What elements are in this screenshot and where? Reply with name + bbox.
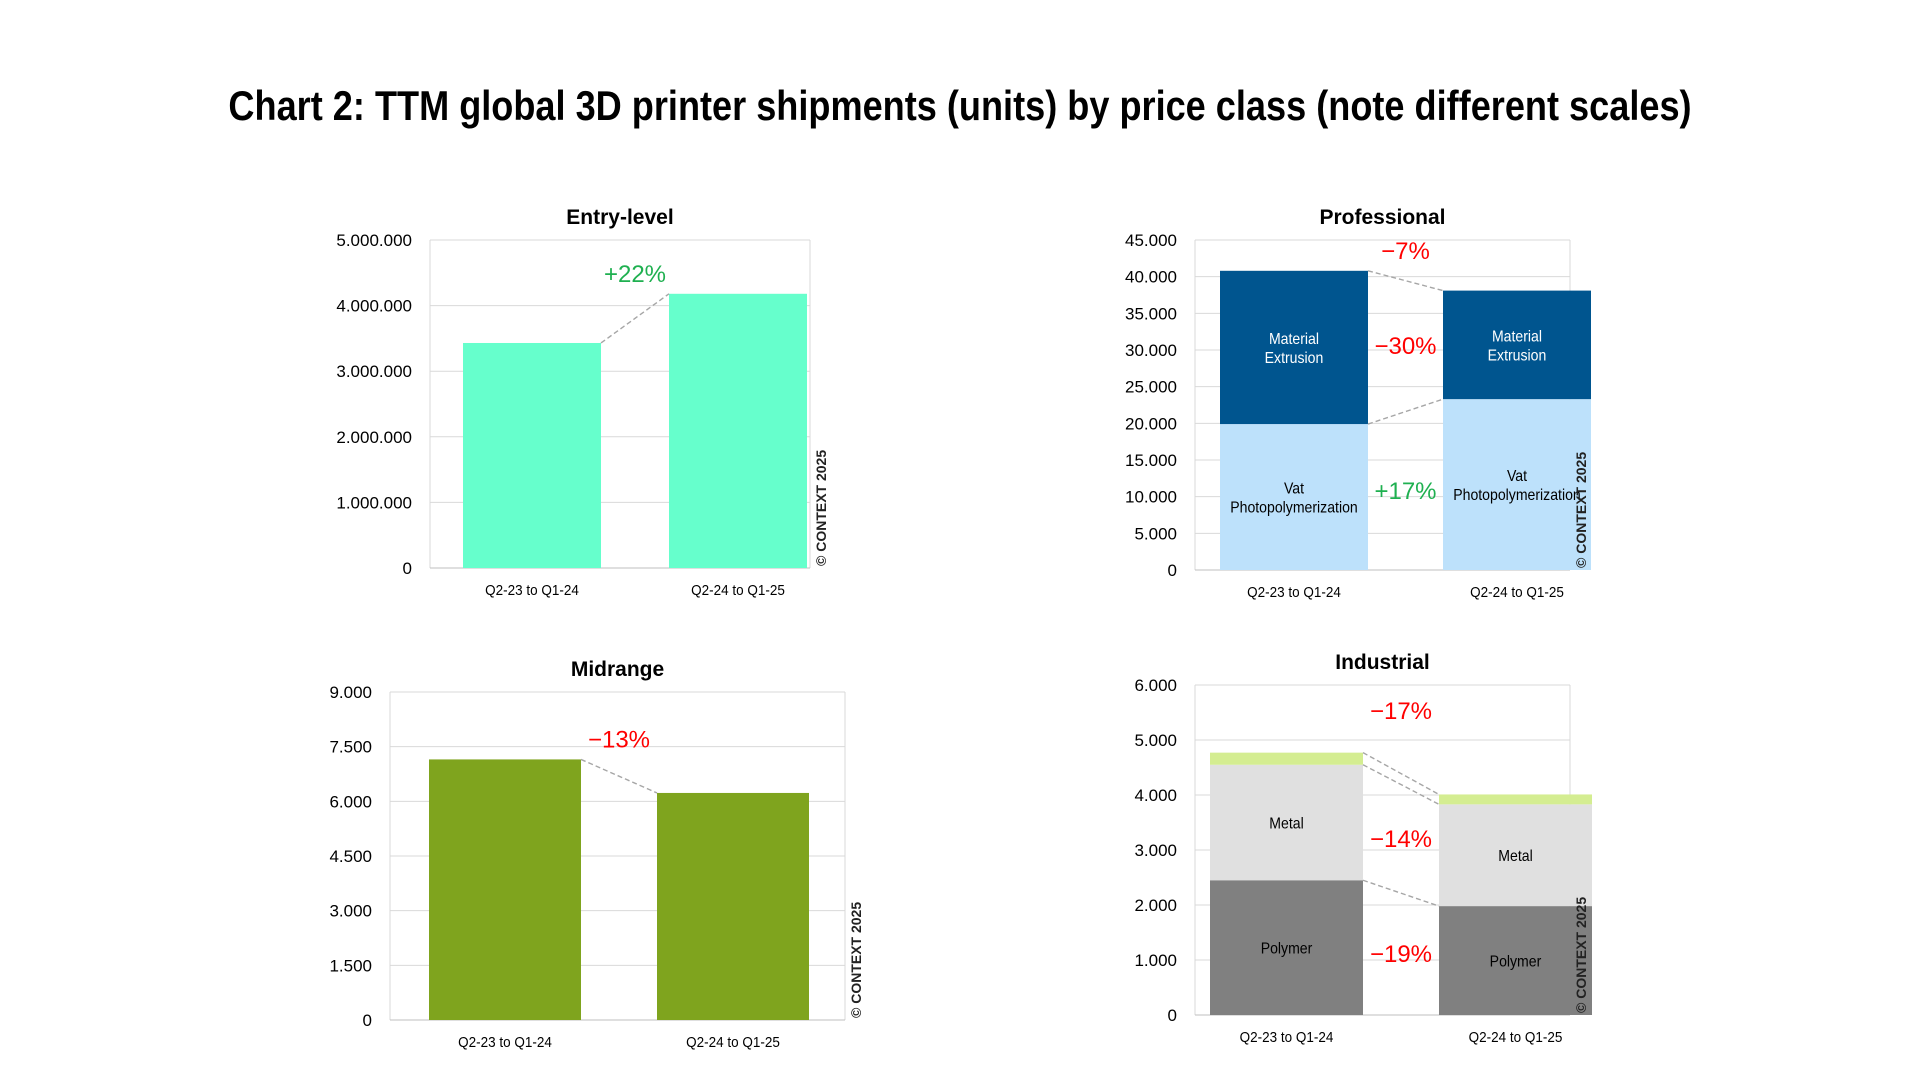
industrial-chart: Industrial 0 1.000 2.000 3.000 4.000 5.000 6.00… [1095,650,1655,1070]
industrial-change-annotation: −19% [1370,941,1432,968]
industrial-total-connector [1362,752,1440,796]
professional-y-tick-label: 5.000 [1134,524,1177,543]
professional-y-tick-label: 30.000 [1125,341,1177,360]
professional-y-tick-label: 15.000 [1125,451,1177,470]
entry-change-annotation: +22% [604,261,666,288]
midrange-chart: Midrange 0 1.500 3.000 4.500 6.000 7.500 9.000 Q… [329,650,890,1070]
industrial-y-tick-label: 1.000 [1134,951,1177,970]
entry-y-tick-label: 4.000.000 [336,297,412,316]
professional-segment-connector [1367,398,1444,425]
entry-copyright: © CONTEXT 2025 [813,450,829,566]
industrial-category-label: Q2-24 to Q1-25 [1469,1029,1563,1046]
entry-bar-segment-1 [669,293,807,568]
midrange-category-label: Q2-24 to Q1-25 [686,1034,780,1051]
midrange-category-label: Q2-23 to Q1-24 [458,1034,552,1051]
entry-total-connector [600,293,670,344]
professional-bar-material-extrusion-1 [1443,290,1591,400]
industrial-y-tick-label: 6.000 [1134,676,1177,695]
professional-change-annotation: −7% [1381,238,1430,265]
entry-chart-title: Entry-level [566,206,673,229]
midrange-change-annotation: −13% [588,726,650,753]
midrange-chart-svg: Midrange 0 1.500 3.000 4.500 6.000 7.500 9.000 Q… [329,658,864,1051]
professional-segment-label: Vat [1507,467,1528,485]
entry-category-label: Q2-23 to Q1-24 [485,582,579,599]
professional-y-tick-label: 20.000 [1125,414,1177,433]
industrial-segment-label: Polymer [1261,940,1313,958]
industrial-bar-metal-1 [1439,804,1592,907]
industrial-bar-segment-1 [1439,794,1592,805]
professional-change-annotation: −30% [1374,333,1436,360]
midrange-y-tick-label: 9.000 [329,683,372,702]
page-title: Chart 2: TTM global 3D printer shipments… [228,82,1692,129]
industrial-segment-connector [1362,764,1440,805]
professional-chart-svg: Professional 0 5.000 10.000 15.000 20.000 25.0… [1125,206,1591,601]
industrial-segment-label: Metal [1269,815,1303,833]
professional-segment-label: Extrusion [1265,349,1324,367]
industrial-change-annotation: −17% [1370,698,1432,725]
industrial-y-tick-label: 3.000 [1134,841,1177,860]
professional-segment-label: Extrusion [1488,347,1547,365]
professional-bar-vat-photopolymerization-0 [1220,424,1368,570]
professional-chart-title: Professional [1319,206,1445,229]
midrange-y-tick-label: 4.500 [329,847,372,866]
midrange-y-tick-label: 1.500 [329,956,372,975]
entry-level-chart-svg: Entry-level 0 1.000.000 2.000.000 3.000.000 4… [336,206,829,599]
professional-y-tick-label: 35.000 [1125,304,1177,323]
professional-segment-label: Vat [1284,480,1305,498]
midrange-total-connector [580,758,658,794]
professional-y-tick-label: 45.000 [1125,231,1177,250]
entry-bar-segment-0 [463,342,601,568]
midrange-y-tick-label: 7.500 [329,738,372,757]
industrial-category-label: Q2-23 to Q1-24 [1240,1029,1334,1046]
professional-segment-label: Material [1269,330,1319,348]
professional-segment-label: Photopolymerization [1453,486,1581,504]
professional-category-label: Q2-23 to Q1-24 [1247,584,1341,601]
industrial-chart-svg: Industrial 0 1.000 2.000 3.000 4.000 5.000 6.00… [1134,651,1592,1046]
industrial-y-tick-label: 5.000 [1134,731,1177,750]
industrial-bar-polymer-1 [1439,906,1592,1015]
professional-y-tick-label: 10.000 [1125,488,1177,507]
industrial-y-tick-label: 2.000 [1134,896,1177,915]
professional-y-tick-label: 0 [1168,561,1177,580]
industrial-bar-segment-0 [1210,752,1363,765]
professional-chart: Professional 0 5.000 10.000 15.000 20.000 25.0… [1095,195,1655,615]
industrial-bar-polymer-0 [1210,880,1363,1015]
entry-y-tick-label: 2.000.000 [336,428,412,447]
professional-category-label: Q2-24 to Q1-25 [1470,584,1564,601]
midrange-copyright: © CONTEXT 2025 [848,902,864,1018]
professional-segment-label: Material [1492,328,1542,346]
professional-bar-vat-photopolymerization-1 [1443,399,1591,570]
entry-y-tick-label: 5.000.000 [336,231,412,250]
professional-segment-label: Photopolymerization [1230,499,1358,517]
professional-y-tick-label: 25.000 [1125,378,1177,397]
industrial-y-tick-label: 0 [1168,1006,1177,1025]
entry-y-tick-label: 1.000.000 [336,493,412,512]
professional-change-annotation: +17% [1374,478,1436,505]
midrange-chart-title: Midrange [571,658,664,681]
midrange-y-tick-label: 3.000 [329,902,372,921]
entry-category-label: Q2-24 to Q1-25 [691,582,785,599]
midrange-bar-segment-0 [429,759,581,1020]
professional-copyright: © CONTEXT 2025 [1573,452,1589,568]
industrial-segment-connector [1362,879,1440,907]
midrange-y-tick-label: 6.000 [329,792,372,811]
midrange-y-tick-label: 0 [363,1011,372,1030]
entry-y-tick-label: 3.000.000 [336,362,412,381]
professional-bar-material-extrusion-0 [1220,270,1368,425]
industrial-chart-title: Industrial [1335,651,1430,674]
professional-y-tick-label: 40.000 [1125,268,1177,287]
industrial-segment-label: Polymer [1490,953,1542,971]
entry-level-chart: Entry-level 0 1.000.000 2.000.000 3.000.000 4… [330,195,890,615]
industrial-change-annotation: −14% [1370,826,1432,853]
industrial-copyright: © CONTEXT 2025 [1573,897,1589,1013]
entry-y-tick-label: 0 [403,559,412,578]
midrange-bar-segment-1 [657,792,809,1020]
industrial-bar-metal-0 [1210,764,1363,881]
industrial-y-tick-label: 4.000 [1134,786,1177,805]
professional-total-connector [1367,270,1444,292]
industrial-segment-label: Metal [1498,847,1532,865]
